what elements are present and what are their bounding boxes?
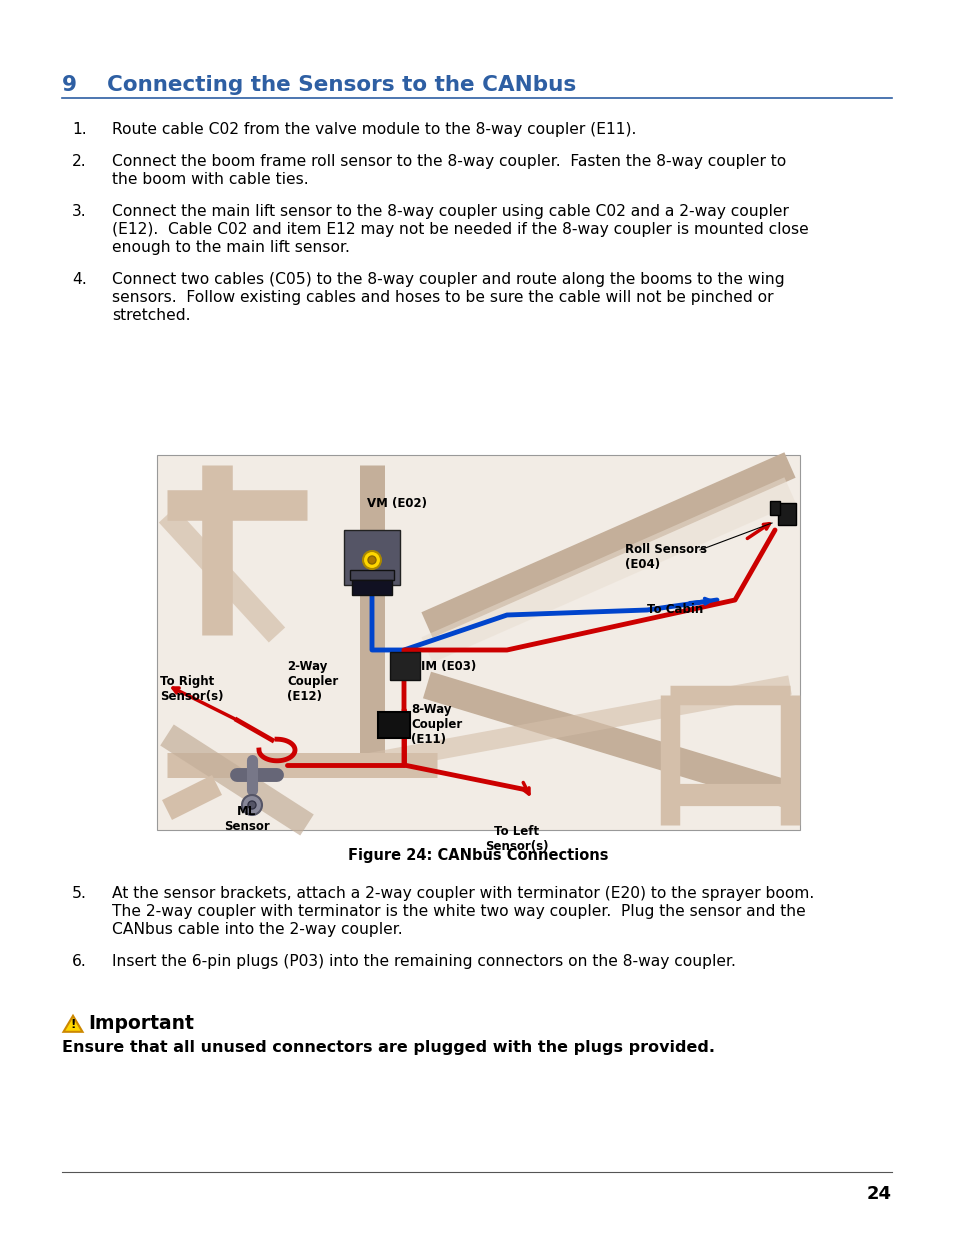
Text: 4.: 4. [71, 272, 87, 287]
Bar [344, 530, 399, 585]
Text: Ensure that all unused connectors are plugged with the plugs provided.: Ensure that all unused connectors are pl… [62, 1040, 714, 1055]
Bar [377, 713, 410, 739]
Text: 24: 24 [866, 1186, 891, 1203]
Text: VM (E02): VM (E02) [367, 496, 427, 510]
Text: Route cable C02 from the valve module to the 8-way coupler (E11).: Route cable C02 from the valve module to… [112, 122, 636, 137]
Circle shape [248, 802, 255, 809]
Text: 8-Way
Coupler
(E11): 8-Way Coupler (E11) [411, 703, 462, 746]
Text: the boom with cable ties.: the boom with cable ties. [112, 172, 309, 186]
Text: Connect the boom frame roll sensor to the 8-way coupler.  Fasten the 8-way coupl: Connect the boom frame roll sensor to th… [112, 154, 785, 169]
Text: CANbus cable into the 2-way coupler.: CANbus cable into the 2-way coupler. [112, 923, 402, 937]
Text: stretched.: stretched. [112, 308, 191, 324]
Text: 9    Connecting the Sensors to the CANbus: 9 Connecting the Sensors to the CANbus [62, 75, 576, 95]
Text: To Left
Sensor(s): To Left Sensor(s) [485, 825, 548, 853]
Bar [769, 501, 780, 515]
Text: To Cabin: To Cabin [646, 603, 702, 616]
Text: 6.: 6. [71, 953, 87, 969]
Text: (E12).  Cable C02 and item E12 may not be needed if the 8-way coupler is mounted: (E12). Cable C02 and item E12 may not be… [112, 222, 808, 237]
Text: To Right
Sensor(s): To Right Sensor(s) [160, 676, 223, 703]
Text: !: ! [71, 1018, 75, 1031]
Text: The 2-way coupler with terminator is the white two way coupler.  Plug the sensor: The 2-way coupler with terminator is the… [112, 904, 805, 919]
Polygon shape [64, 1016, 82, 1031]
Bar [350, 571, 394, 580]
Bar [352, 580, 392, 595]
Circle shape [242, 795, 262, 815]
Text: Connect the main lift sensor to the 8-way coupler using cable C02 and a 2-way co: Connect the main lift sensor to the 8-wa… [112, 204, 788, 219]
Text: At the sensor brackets, attach a 2-way coupler with terminator (E20) to the spra: At the sensor brackets, attach a 2-way c… [112, 885, 814, 902]
Text: Insert the 6-pin plugs (P03) into the remaining connectors on the 8-way coupler.: Insert the 6-pin plugs (P03) into the re… [112, 953, 735, 969]
Text: Important: Important [88, 1014, 193, 1032]
Text: 3.: 3. [71, 204, 87, 219]
Circle shape [368, 556, 375, 564]
Text: IM (E03): IM (E03) [420, 659, 476, 673]
Text: enough to the main lift sensor.: enough to the main lift sensor. [112, 240, 350, 254]
Text: Connect two cables (C05) to the 8-way coupler and route along the booms to the w: Connect two cables (C05) to the 8-way co… [112, 272, 783, 287]
Bar [157, 454, 800, 830]
Text: ML
Sensor: ML Sensor [224, 805, 270, 832]
Bar [390, 652, 419, 680]
Text: sensors.  Follow existing cables and hoses to be sure the cable will not be pinc: sensors. Follow existing cables and hose… [112, 290, 773, 305]
Text: 2.: 2. [71, 154, 87, 169]
Text: 1.: 1. [71, 122, 87, 137]
Text: Figure 24: CANbus Connections: Figure 24: CANbus Connections [348, 848, 608, 863]
Bar [778, 503, 795, 525]
Text: 5.: 5. [71, 885, 87, 902]
Text: Roll Sensors
(E04): Roll Sensors (E04) [624, 543, 706, 571]
Text: 2-Way
Coupler
(E12): 2-Way Coupler (E12) [287, 659, 338, 703]
Circle shape [363, 551, 380, 569]
